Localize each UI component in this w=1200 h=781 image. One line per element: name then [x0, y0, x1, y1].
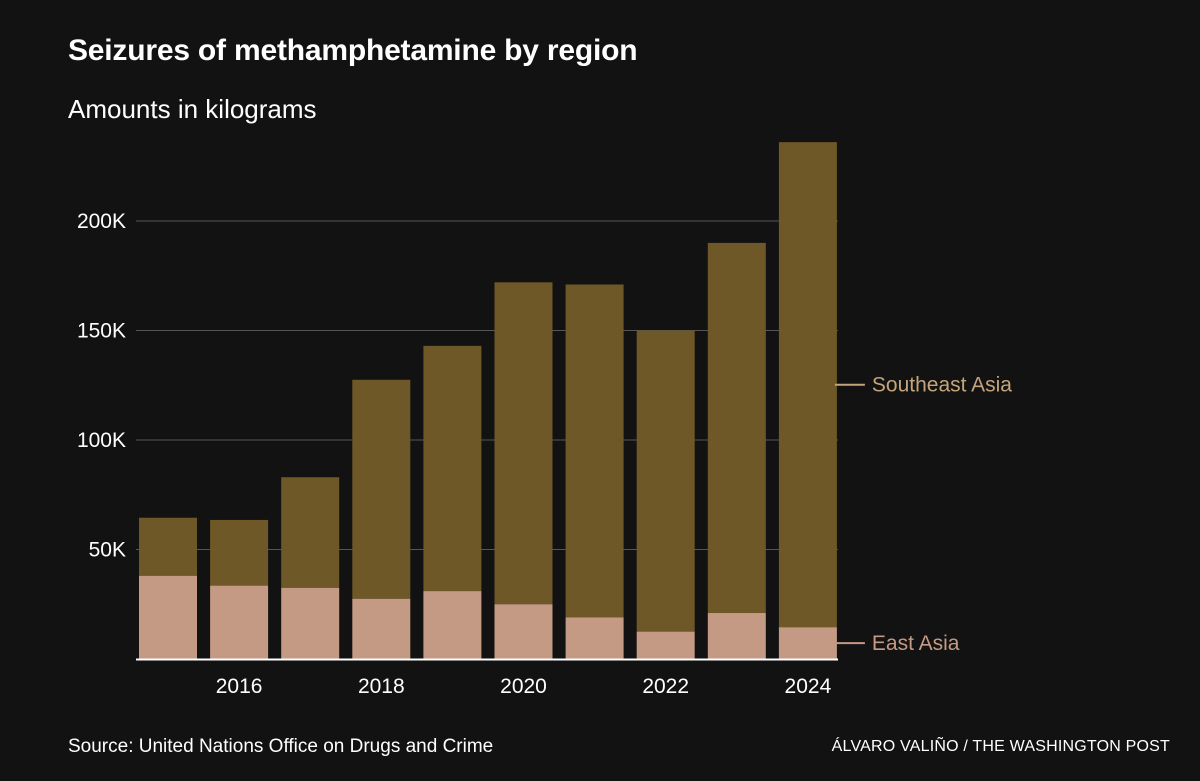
y-tick-label: 200K	[77, 210, 126, 233]
x-tick-label: 2016	[216, 675, 263, 698]
bar-southeast-asia-2022	[636, 330, 695, 632]
bar-southeast-asia-2021	[565, 284, 624, 618]
bar-east-asia-2022	[636, 631, 695, 659]
bar-southeast-asia-2016	[210, 519, 269, 586]
x-tick-label: 2022	[642, 675, 689, 698]
y-tick-label: 100K	[77, 429, 126, 452]
chart-subtitle: Amounts in kilograms	[68, 94, 317, 124]
bar-southeast-asia-2015	[139, 517, 197, 576]
bar-east-asia-2017	[281, 587, 340, 659]
bar-east-asia-2016	[210, 585, 269, 659]
bar-east-asia-2018	[352, 598, 411, 659]
bar-east-asia-2021	[565, 617, 624, 659]
y-tick-label: 150K	[77, 320, 126, 343]
source-note: Source: United Nations Office on Drugs a…	[68, 736, 494, 757]
x-tick-label: 2020	[500, 675, 547, 698]
chart-title: Seizures of methamphetamine by region	[68, 34, 638, 67]
bar-east-asia-2019	[423, 591, 482, 659]
southeast-asia-label: Southeast Asia	[872, 374, 1012, 397]
y-tick-label: 50K	[89, 539, 126, 562]
bars	[139, 142, 837, 659]
credit-line: ÁLVARO VALIÑO / THE WASHINGTON POST	[831, 738, 1170, 755]
axes: 50K 100K 150K 200K 2016 2018 2020 2022 2024	[77, 210, 838, 698]
bar-southeast-asia-2020	[494, 282, 553, 605]
bar-east-asia-2020	[494, 604, 553, 659]
bar-southeast-asia-2017	[281, 477, 340, 588]
x-tick-label: 2024	[785, 675, 832, 698]
bar-southeast-asia-2023	[707, 242, 766, 614]
bar-east-asia-2015	[139, 575, 197, 659]
bar-southeast-asia-2024	[778, 142, 837, 628]
east-asia-label: East Asia	[872, 632, 960, 655]
series-labels: Southeast Asia East Asia	[834, 374, 1012, 655]
bar-southeast-asia-2019	[423, 345, 482, 592]
bar-east-asia-2024	[778, 627, 837, 659]
x-tick-label: 2018	[358, 675, 405, 698]
bar-east-asia-2023	[707, 613, 766, 659]
bar-southeast-asia-2018	[352, 379, 411, 599]
